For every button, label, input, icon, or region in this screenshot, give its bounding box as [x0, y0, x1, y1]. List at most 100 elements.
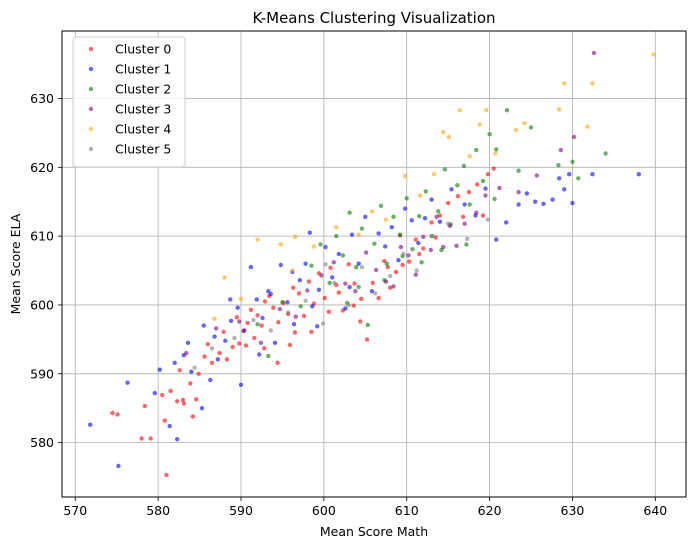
cluster-1-point: [347, 284, 352, 290]
cluster-4-point: [513, 127, 519, 133]
cluster-1-point: [268, 291, 273, 297]
cluster-0-point: [164, 472, 169, 478]
legend-box: [72, 36, 186, 168]
cluster-2-point: [318, 242, 323, 247]
cluster-2-point: [464, 242, 469, 247]
cluster-3-point: [454, 243, 459, 248]
cluster-1-point: [172, 360, 177, 365]
cluster-0-point: [262, 299, 268, 304]
cluster-2-point: [280, 300, 285, 305]
cluster-0-point: [301, 313, 307, 319]
cluster-4-point: [222, 275, 227, 280]
cluster-0-point: [437, 213, 443, 218]
cluster-3-point: [462, 221, 467, 226]
cluster-4-point: [290, 268, 295, 273]
cluster-1-point: [422, 216, 428, 221]
cluster-1-point: [242, 328, 247, 333]
cluster-0-point: [359, 296, 364, 301]
cluster-1-point: [541, 201, 546, 206]
cluster-2-point: [347, 210, 352, 215]
y-tick-label: 610: [30, 229, 54, 244]
cluster-4-point: [431, 172, 437, 177]
cluster-1-point: [550, 197, 555, 202]
x-axis-label: Mean Score Math: [320, 524, 428, 539]
cluster-3-point: [277, 306, 283, 312]
cluster-0-point: [202, 354, 207, 359]
legend-marker: [88, 106, 94, 112]
cluster-2-point: [327, 280, 332, 286]
cluster-4-point: [212, 316, 217, 321]
cluster-2-point: [410, 247, 415, 252]
cluster-4-point: [238, 296, 244, 301]
cluster-0-point: [446, 200, 451, 206]
cluster-1-point: [636, 172, 641, 177]
cluster-0-point: [376, 295, 381, 301]
chart-legend: Cluster 0 Cluster 1 Cluster 2 Cluster 3 Clus…: [72, 36, 186, 168]
cluster-0-point: [309, 329, 314, 334]
cluster-1-point: [343, 306, 348, 311]
cluster-0-point: [351, 303, 356, 308]
y-tick-label: 580: [30, 435, 54, 450]
cluster-0-point: [429, 220, 434, 225]
cluster-0-point: [433, 235, 438, 240]
cluster-2-point: [334, 233, 339, 239]
legend-entry-label: Cluster 2: [115, 82, 171, 97]
y-tick-label: 620: [30, 160, 54, 175]
cluster-3-point: [319, 273, 324, 278]
cluster-3-point: [383, 279, 389, 284]
cluster-4-point: [557, 107, 562, 112]
legend-marker: [88, 126, 94, 132]
plot-area-frame: [61, 30, 687, 498]
cluster-2-point: [576, 176, 581, 181]
cluster-4-point: [446, 134, 452, 140]
cluster-4-point: [493, 151, 498, 156]
cluster-1-point: [409, 218, 414, 223]
cluster-1-point: [349, 232, 355, 237]
cluster-1-point: [201, 323, 206, 328]
cluster-0-point: [205, 342, 210, 347]
cluster-1-point: [260, 315, 265, 321]
cluster-5-point: [430, 233, 435, 239]
cluster-0-point: [491, 166, 496, 171]
legend-marker: [88, 66, 94, 72]
cluster-0-point: [292, 330, 298, 335]
cluster-4-point: [467, 154, 472, 159]
cluster-2-point: [417, 214, 422, 219]
cluster-4-point: [292, 234, 298, 239]
cluster-3-point: [483, 193, 488, 198]
cluster-1-point: [570, 200, 575, 206]
cluster-3-point: [213, 326, 219, 331]
cluster-3-point: [421, 234, 426, 239]
cluster-0-point: [466, 189, 472, 195]
cluster-4-point: [562, 81, 567, 86]
cluster-3-point: [571, 134, 577, 140]
cluster-5-point: [232, 335, 237, 341]
cluster-0-point: [306, 279, 312, 284]
cluster-1-point: [254, 297, 259, 302]
cluster-5-point: [485, 217, 491, 222]
cluster-1-point: [516, 202, 521, 207]
cluster-0-point: [234, 315, 240, 320]
cluster-1-point: [257, 352, 262, 357]
cluster-0-point: [421, 246, 426, 251]
x-tick-label: 610: [395, 503, 419, 518]
cluster-0-point: [245, 320, 250, 326]
cluster-3-point: [343, 281, 348, 286]
cluster-0-point: [181, 401, 186, 406]
cluster-0-point: [142, 403, 148, 409]
cluster-0-point: [287, 342, 293, 348]
cluster-1-point: [116, 463, 121, 469]
x-tick-label: 590: [229, 503, 253, 518]
cluster-1-point: [307, 230, 312, 235]
cluster-0-point: [160, 392, 165, 398]
cluster-0-point: [230, 344, 235, 350]
cluster-1-point: [429, 197, 434, 202]
cluster-0-point: [259, 323, 264, 328]
cluster-4-point: [477, 122, 482, 127]
cluster-4-point: [585, 124, 590, 129]
cluster-1-point: [524, 191, 530, 196]
y-tick-label: 590: [30, 366, 54, 381]
cluster-5-point: [286, 310, 291, 315]
cluster-1-point: [125, 380, 130, 385]
legend-entry-label: Cluster 1: [115, 62, 171, 77]
